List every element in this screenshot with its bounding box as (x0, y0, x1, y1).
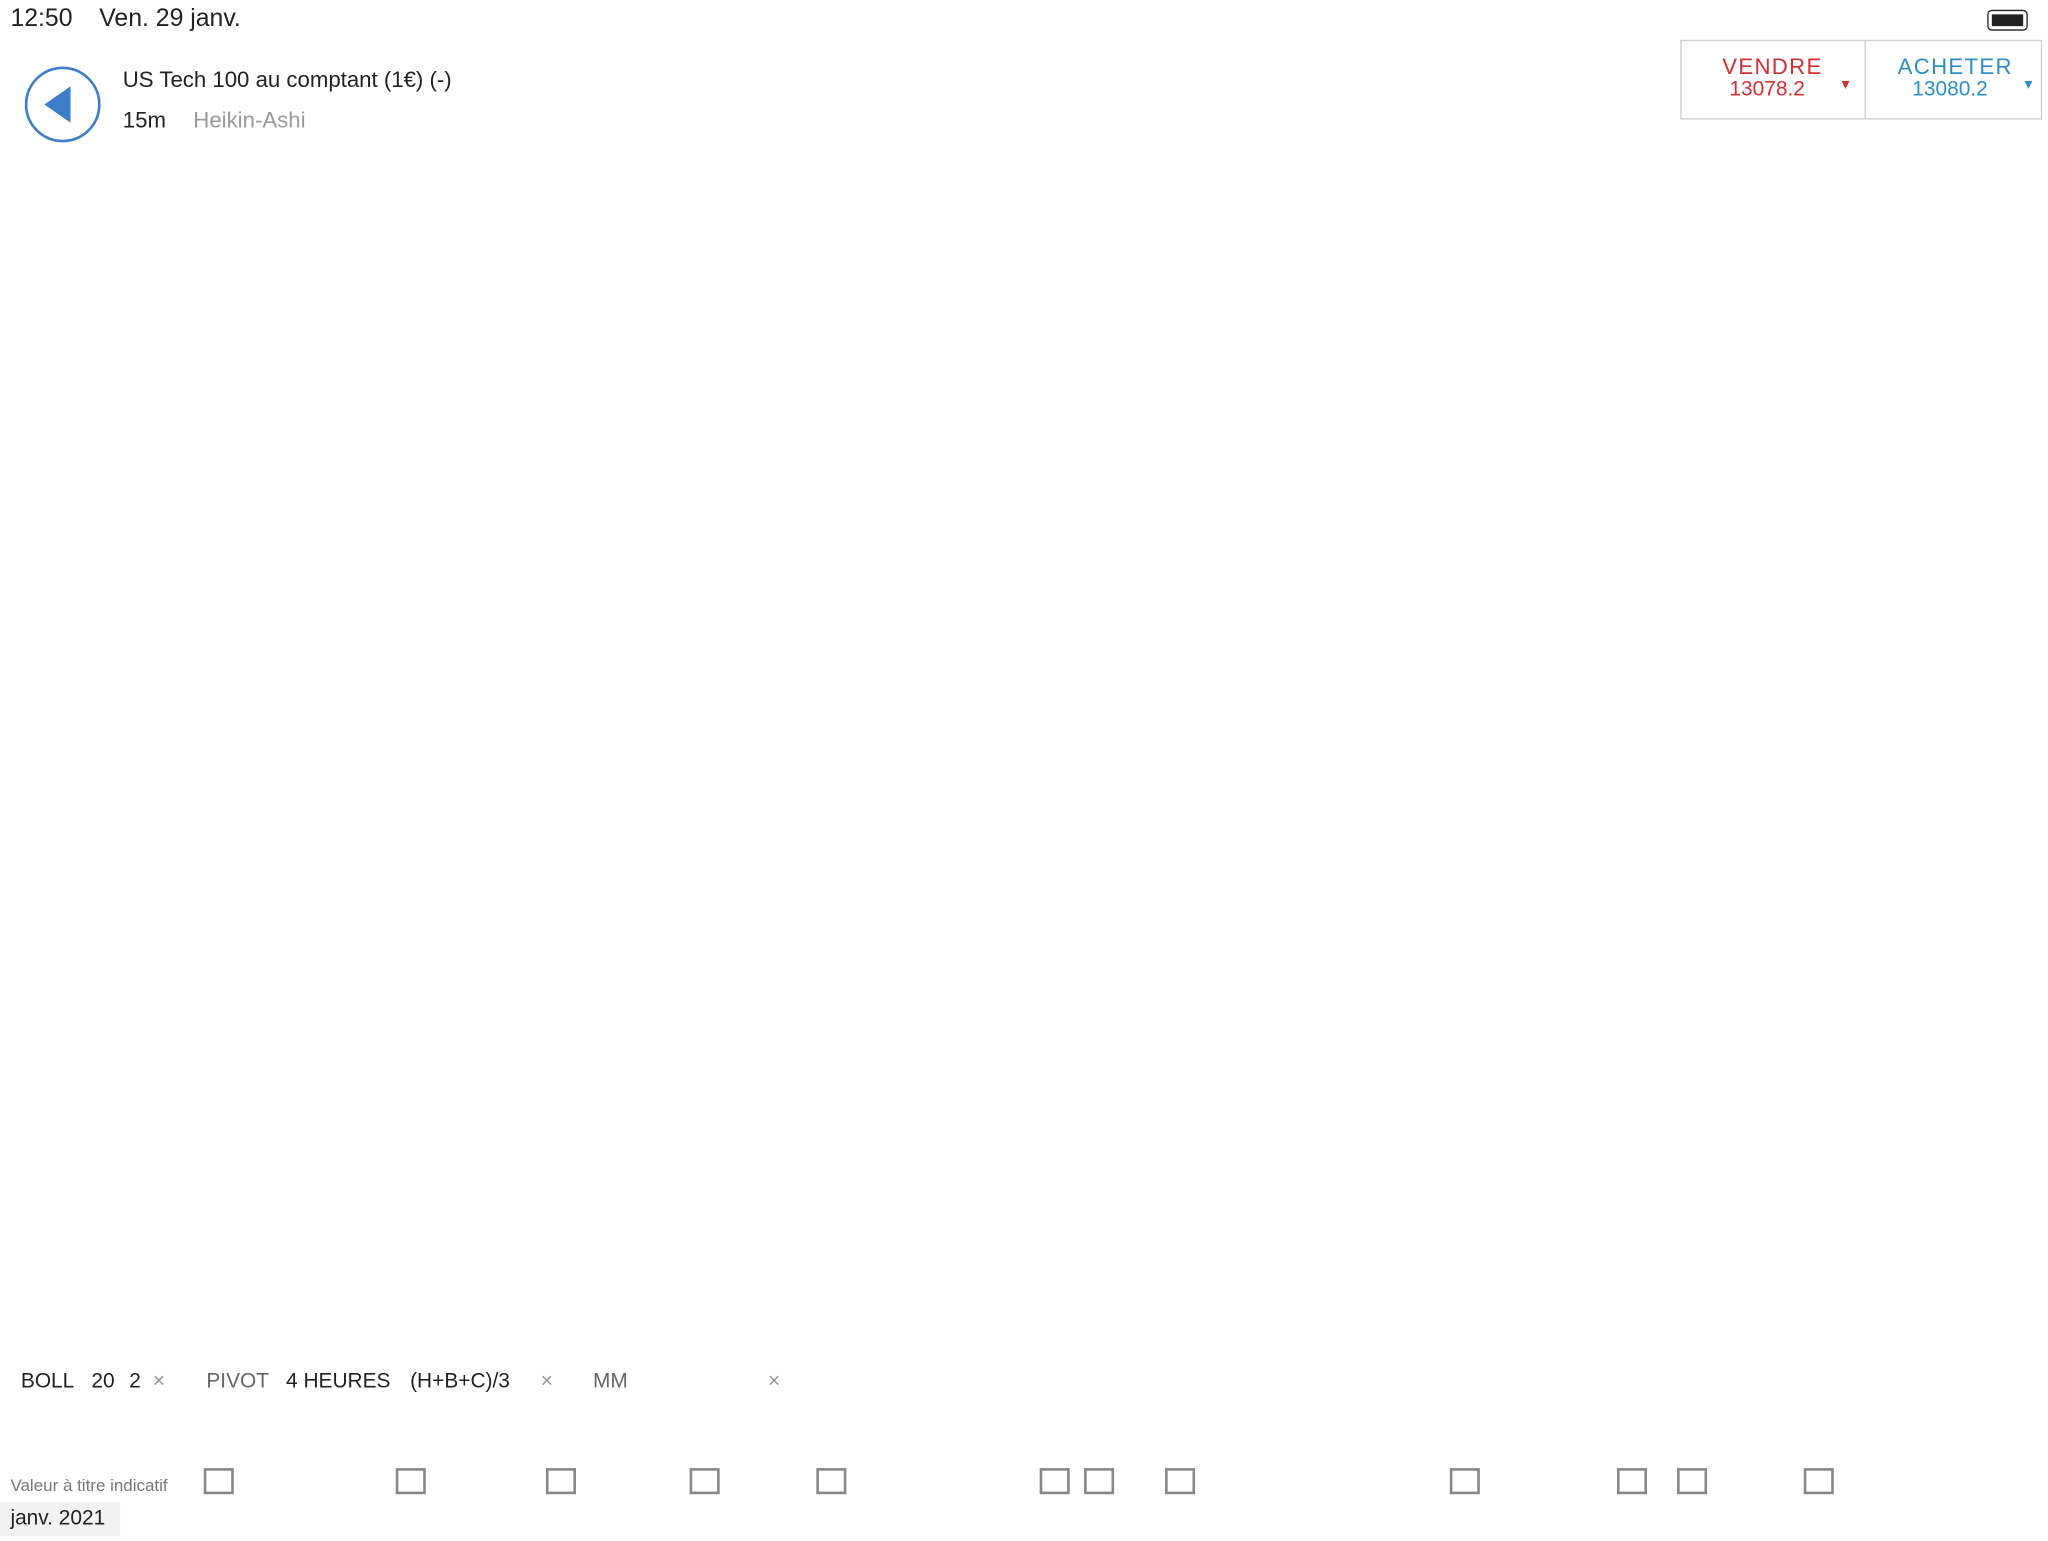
battery-level (1991, 14, 2024, 27)
legend-close[interactable]: × (768, 1369, 780, 1392)
legend-pivot-formula: (H+B+C)/3 (410, 1369, 510, 1392)
back-icon (44, 86, 71, 123)
interval[interactable]: 15m (123, 107, 166, 132)
sell-arrow (1841, 80, 1850, 89)
sell-price[interactable]: 13078.2 (1729, 78, 1804, 101)
buy-label[interactable]: ACHETER (1898, 54, 2013, 79)
legend-close[interactable]: × (541, 1369, 553, 1392)
sell-label[interactable]: VENDRE (1722, 54, 1822, 79)
legend-pivot[interactable]: PIVOT (206, 1369, 269, 1392)
month-label: janv. 2021 (9, 1507, 105, 1530)
status-time: 12:50 (10, 5, 72, 32)
legend-mm[interactable]: MM (593, 1369, 628, 1392)
legend-close[interactable]: × (153, 1369, 165, 1392)
footer-note: Valeur à titre indicatif (10, 1476, 167, 1495)
status-date: Ven. 29 janv. (99, 5, 241, 32)
calendar-icons (203, 1468, 1834, 1495)
trade-box (1680, 39, 2043, 120)
legend-pivot-period: 4 HEURES (286, 1369, 390, 1392)
legend-boll-dev: 2 (129, 1369, 141, 1392)
legend-boll[interactable]: BOLL (21, 1369, 74, 1392)
instrument-title: US Tech 100 au comptant (1€) (-) (123, 67, 452, 92)
battery (1987, 9, 2028, 31)
chart-style[interactable]: Heikin-Ashi (193, 107, 305, 132)
legend-bg (0, 1358, 836, 1471)
buy-price[interactable]: 13080.2 (1912, 78, 1987, 101)
legend-boll-period: 20 (91, 1369, 114, 1392)
buy-arrow (2024, 80, 2033, 89)
month-bg (0, 1502, 121, 1536)
